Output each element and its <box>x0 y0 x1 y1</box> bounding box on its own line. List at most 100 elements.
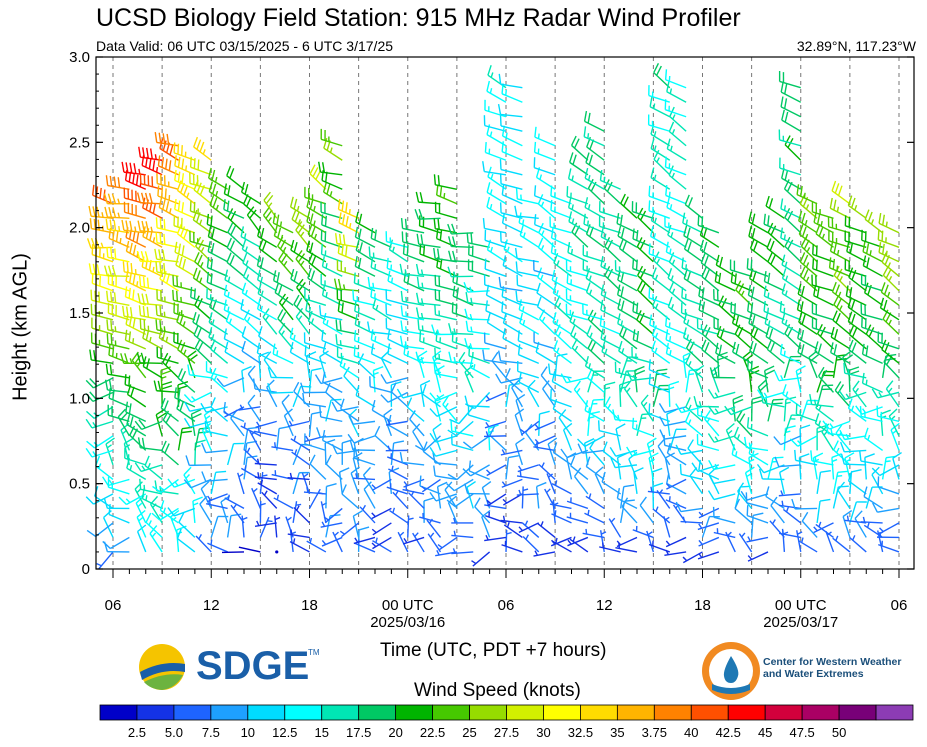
wind-barb <box>139 318 163 336</box>
barb-staff <box>243 442 248 465</box>
barb-flag <box>282 246 287 253</box>
colorbar-label: 47.5 <box>789 725 814 740</box>
barb-flag <box>606 181 613 192</box>
barb-staff <box>842 516 851 538</box>
barb-flag <box>570 325 576 336</box>
wind-barb <box>632 258 654 277</box>
barb-flag <box>635 302 639 314</box>
barb-flag <box>887 291 891 298</box>
barb-flag <box>132 338 135 344</box>
wind-barb <box>189 230 212 248</box>
barb-staff <box>737 490 753 509</box>
barb-flag <box>522 219 525 225</box>
wind-barb <box>515 437 525 466</box>
barb-flag <box>752 270 757 282</box>
wind-barb <box>484 534 507 542</box>
wind-barb <box>516 471 539 481</box>
barb-flag <box>371 512 376 518</box>
wind-barb <box>537 521 556 538</box>
barb-flag <box>173 142 176 153</box>
barb-flag <box>665 184 668 196</box>
barb-flag <box>617 225 622 237</box>
wind-barb <box>565 259 589 277</box>
barb-flag <box>227 306 230 312</box>
barb-flag <box>109 175 113 187</box>
barb-flag <box>609 446 617 457</box>
barb-flag <box>632 329 636 340</box>
barb-flag <box>610 457 616 468</box>
wind-barb <box>240 181 261 205</box>
barb-flag <box>843 354 854 362</box>
wind-barb <box>325 454 343 480</box>
barb-flag <box>129 425 136 436</box>
barb-staff <box>435 435 458 443</box>
barb-flag <box>888 319 892 325</box>
barb-flag <box>136 352 141 363</box>
barb-flag <box>699 239 705 250</box>
wind-barb <box>289 341 310 364</box>
wind-barb <box>259 500 266 523</box>
barb-flag <box>471 560 477 565</box>
barb-flag <box>297 253 306 263</box>
barb-flag <box>329 147 333 153</box>
barb-flag <box>717 355 728 361</box>
barb-staff <box>639 504 654 524</box>
barb-flag <box>300 382 305 393</box>
barb-flag <box>331 443 338 454</box>
colorbar-swatch <box>506 704 544 721</box>
barb-flag <box>547 437 558 445</box>
barb-flag <box>473 364 476 370</box>
barb-flag <box>142 356 147 367</box>
barb-flag <box>553 340 559 351</box>
barb-flag <box>322 181 328 193</box>
barb-flag <box>241 239 247 250</box>
barb-staff <box>871 474 884 495</box>
barb-flag <box>718 344 723 356</box>
barb-flag <box>371 484 377 489</box>
barb-flag <box>693 396 698 407</box>
barb-flag <box>515 261 518 272</box>
barb-flag <box>322 312 327 324</box>
barb-flag <box>183 479 192 489</box>
barb-flag <box>96 264 100 275</box>
barb-flag <box>818 226 824 237</box>
wind-barb <box>258 238 278 263</box>
barb-staff <box>369 385 392 394</box>
wind-barb <box>417 350 428 379</box>
barb-flag <box>489 425 496 436</box>
barb-flag <box>688 373 695 376</box>
barb-staff <box>514 414 524 437</box>
wind-barb <box>325 382 343 408</box>
barb-staff <box>848 480 867 495</box>
barb-flag <box>688 419 692 425</box>
barb-staff <box>801 520 818 538</box>
barb-staff <box>484 239 507 248</box>
barb-flag <box>169 208 172 214</box>
wind-barb <box>383 408 393 437</box>
wind-barb <box>271 442 294 452</box>
wind-barb <box>442 395 458 422</box>
wind-barb <box>193 325 212 350</box>
wind-barb <box>389 507 409 524</box>
wind-barb <box>122 305 146 321</box>
wind-barb <box>386 453 409 466</box>
barb-flag <box>223 410 229 416</box>
barb-flag <box>837 481 846 491</box>
barb-flag <box>671 259 676 265</box>
barb-flag <box>464 403 475 410</box>
barb-flag <box>335 319 338 330</box>
barb-flag <box>833 242 837 254</box>
barb-flag <box>144 192 149 204</box>
wind-barb <box>708 473 736 485</box>
barb-flag <box>393 440 405 444</box>
barb-flag <box>547 363 551 375</box>
wind-barb <box>498 276 523 292</box>
wind-barb <box>452 285 474 306</box>
wind-barb <box>138 275 163 292</box>
barb-staff <box>518 340 540 350</box>
wind-barb <box>501 184 523 205</box>
barb-flag <box>848 366 860 372</box>
wind-barb <box>737 482 753 509</box>
wind-barb <box>256 342 278 364</box>
barb-flag <box>458 351 466 362</box>
